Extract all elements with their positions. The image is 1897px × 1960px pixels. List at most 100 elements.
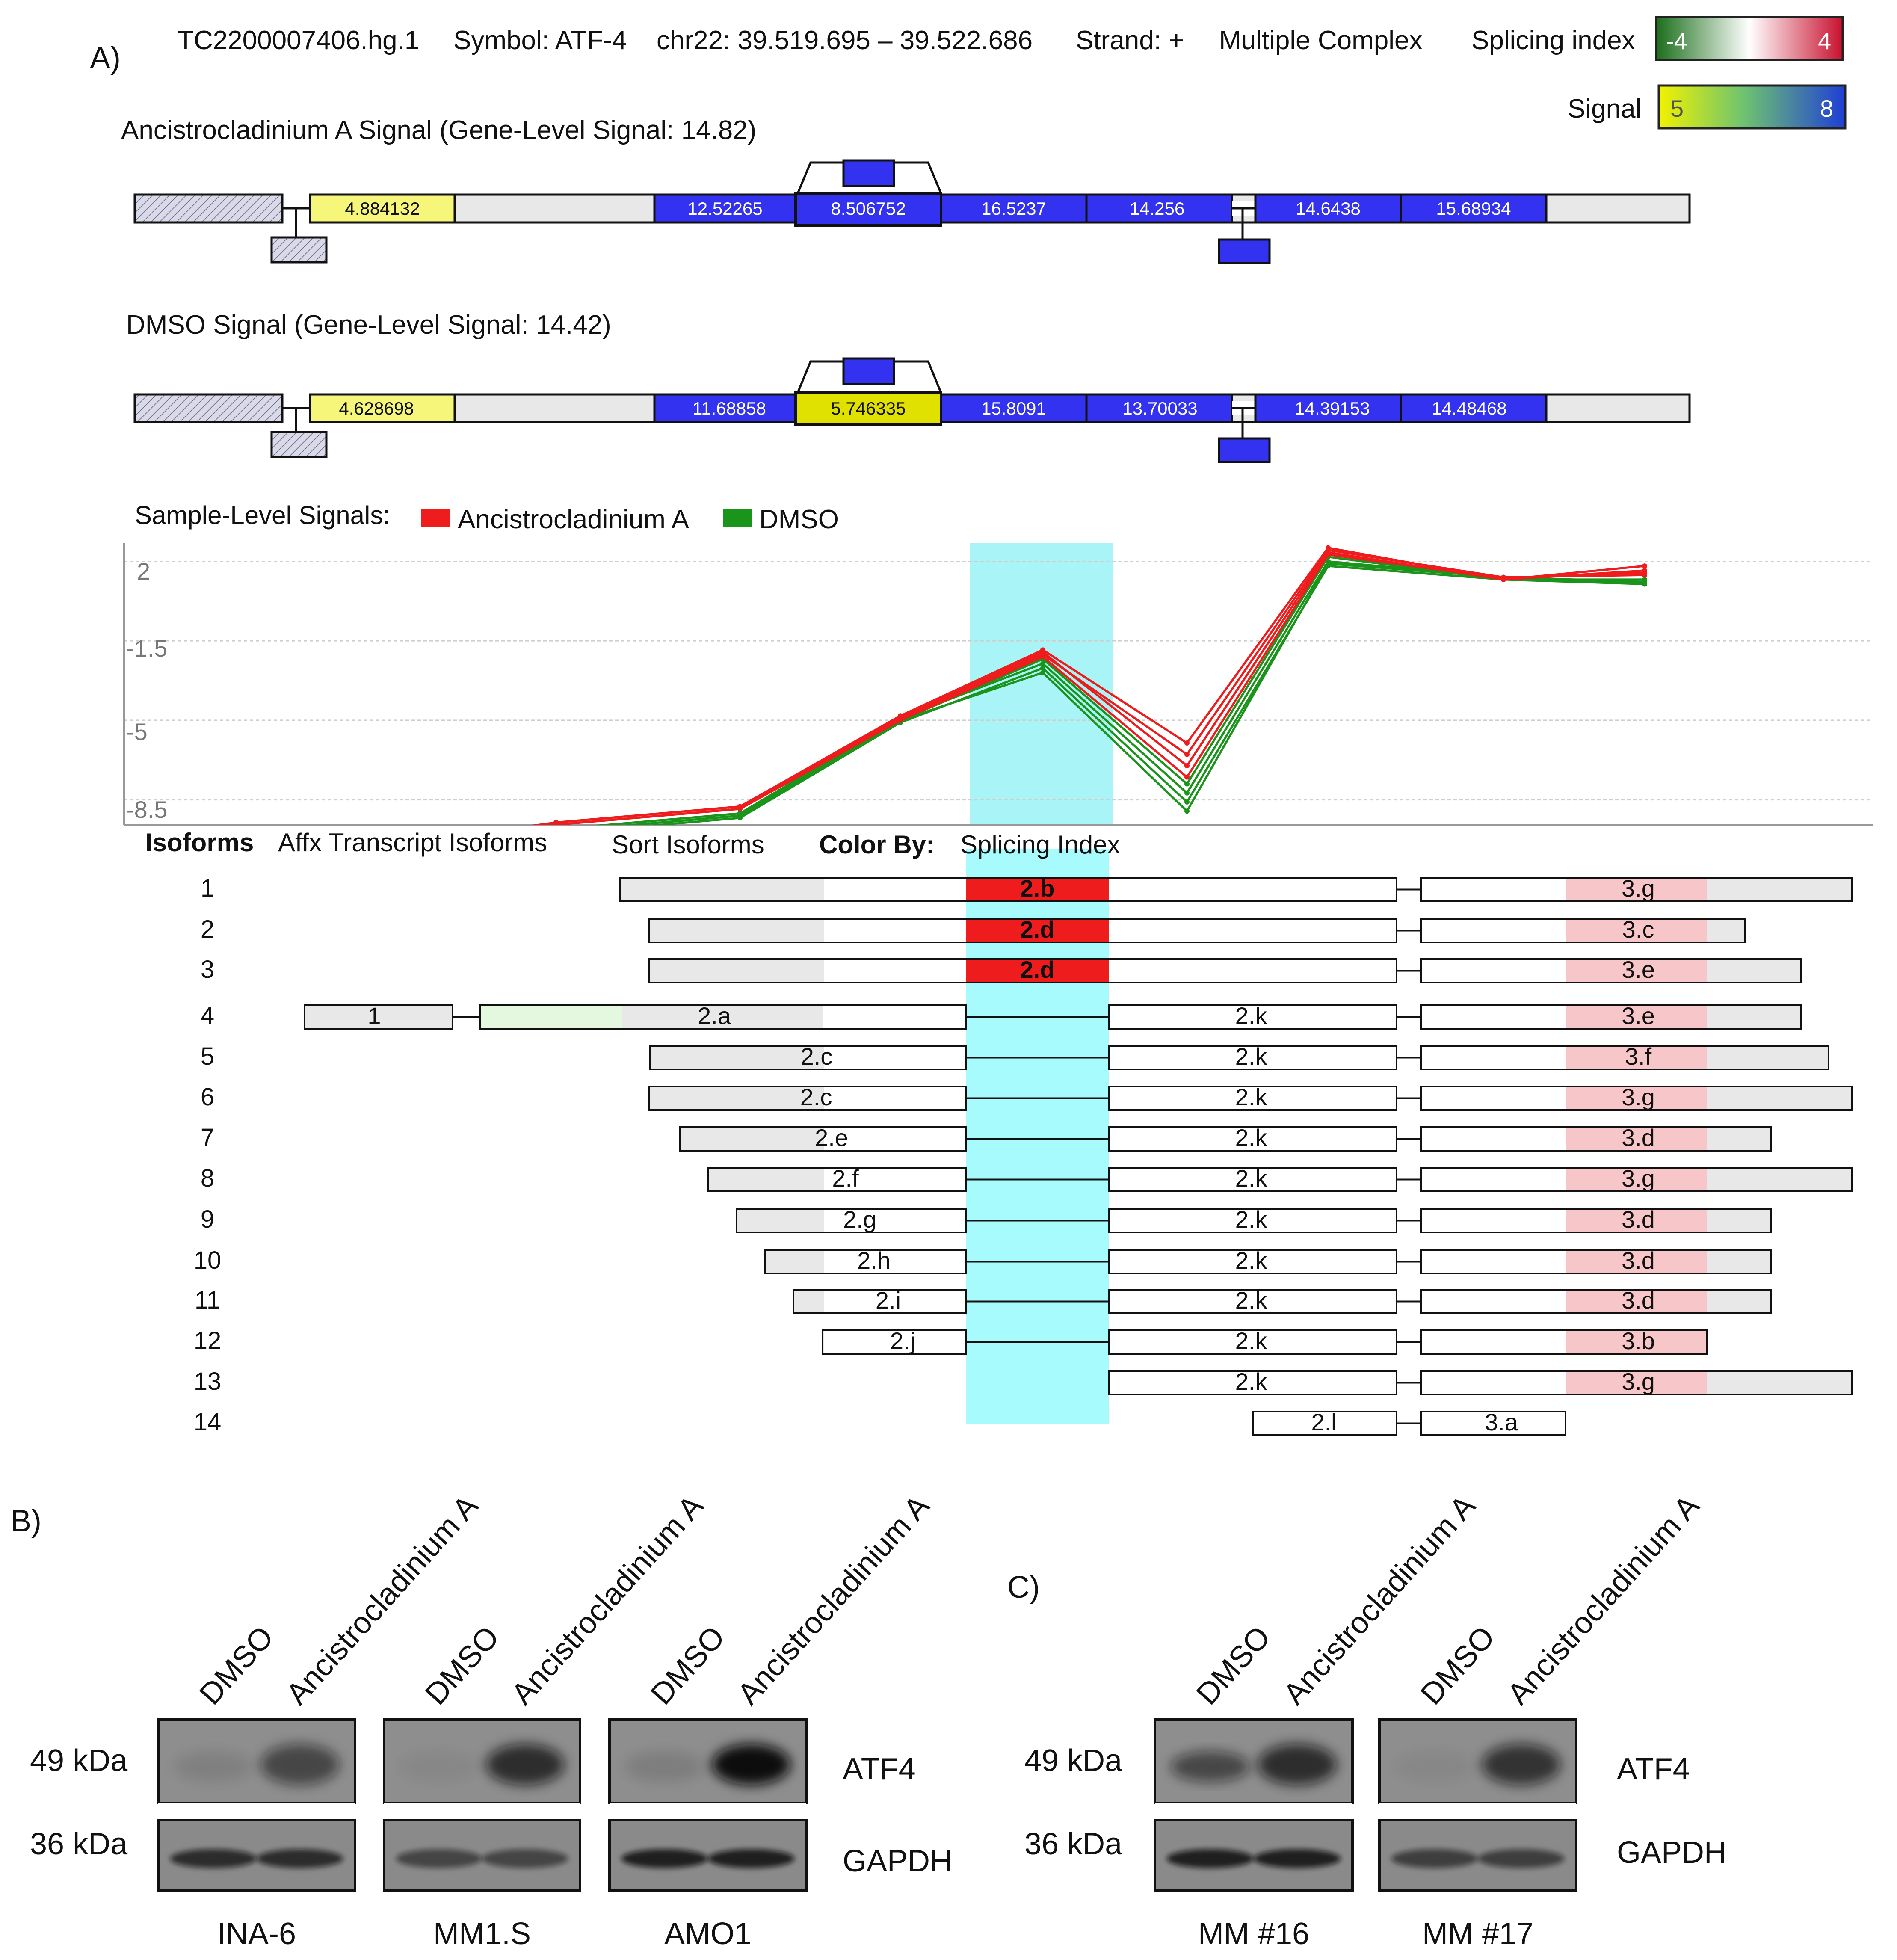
data-point xyxy=(1184,790,1190,796)
isoform-row[interactable]: 13 2.k 3.g xyxy=(194,1368,1853,1395)
exon-label: 2.l xyxy=(1311,1409,1336,1436)
splice-highlight xyxy=(1566,1251,1707,1273)
exon-6 xyxy=(1254,393,1402,423)
atf4-band-dmso xyxy=(400,1751,478,1782)
data-point xyxy=(1040,661,1045,666)
protein-label-gapdh: GAPDH xyxy=(1617,1836,1726,1870)
atf4-band-dmso xyxy=(1170,1751,1250,1782)
atf4-band-dmso xyxy=(625,1751,704,1782)
exon-fill xyxy=(1707,1128,1770,1150)
exon-fill xyxy=(794,1291,824,1312)
exon-label: 3.d xyxy=(1622,1287,1655,1314)
isoform-number: 3 xyxy=(201,956,214,983)
isoform-row[interactable]: 2 2.d 3.c xyxy=(201,915,1746,943)
isoform-row[interactable]: 11 2.i 2.k 3.d xyxy=(195,1286,1772,1314)
data-point xyxy=(737,804,743,809)
exon-fill xyxy=(651,1047,824,1069)
separator xyxy=(610,1803,806,1820)
exon-label: 3.g xyxy=(1622,1084,1655,1110)
cell-line-label: MM #17 xyxy=(1422,1917,1533,1951)
isoform-row[interactable]: 1 2.b 3.g xyxy=(201,874,1853,902)
exon-label: 2.h xyxy=(857,1247,891,1274)
color-by-splicing-index[interactable]: Splicing Index xyxy=(960,830,1120,859)
exon-label: 2.k xyxy=(1235,1124,1268,1151)
isoform-list: 1 2.b 3.g 2 2.d 3.c 3 2.d 3.e 4 1 2.a 2.k 3.e 5 2.c 2.k 3… xyxy=(194,874,1853,1436)
exon-fill xyxy=(621,879,824,900)
gapdh-band-dmso xyxy=(621,1849,708,1868)
isoform-number: 7 xyxy=(201,1124,214,1152)
isoform-row[interactable]: 4 1 2.a 2.k 3.e xyxy=(201,1002,1802,1030)
splicing-index-colorbar xyxy=(1655,16,1844,61)
affx-transcript-isoforms[interactable]: Affx Transcript Isoforms xyxy=(278,828,547,857)
protein-label-atf4: ATF4 xyxy=(1617,1752,1690,1786)
panel-label-a: A) xyxy=(90,41,121,75)
highlight-band xyxy=(970,543,1113,825)
exon-outline xyxy=(1420,1289,1772,1314)
exon-label: 3.d xyxy=(1622,1206,1655,1233)
data-point xyxy=(553,829,559,834)
cell-line-label: INA-6 xyxy=(217,1917,296,1951)
chromosome-location: chr22: 39.519.695 – 39.522.686 xyxy=(657,26,1033,55)
exon-3 xyxy=(794,391,942,426)
exon-label: 3.g xyxy=(1622,875,1655,902)
data-point xyxy=(1184,774,1190,780)
isoform-row[interactable]: 9 2.g 2.k 3.d xyxy=(201,1205,1772,1233)
isoform-row[interactable]: 10 2.h 2.k 3.d xyxy=(194,1246,1772,1274)
isoform-row[interactable]: 5 2.c 2.k 3.f xyxy=(201,1042,1829,1070)
exon-fill xyxy=(681,1128,824,1150)
panel-label-b: B) xyxy=(11,1504,41,1538)
exon-fill xyxy=(1707,960,1800,982)
isoform-row[interactable]: 6 2.c 2.k 3.g xyxy=(201,1083,1853,1111)
isoform-row[interactable]: 8 2.f 2.k 3.g xyxy=(201,1164,1853,1192)
utr-exon xyxy=(133,393,284,423)
splice-highlight xyxy=(1566,1128,1707,1150)
data-point xyxy=(553,829,559,834)
isoform-row[interactable]: 3 2.d 3.e xyxy=(201,956,1802,983)
data-point xyxy=(553,820,559,825)
exon-fill xyxy=(737,1210,824,1232)
isoform-number: 11 xyxy=(195,1286,220,1314)
isoform-row[interactable]: 12 2.j 2.k 3.b xyxy=(194,1327,1708,1355)
exon-fill xyxy=(481,1006,622,1028)
exon-outline xyxy=(1420,918,1746,943)
data-point xyxy=(1326,545,1331,551)
exon-fill xyxy=(1707,1169,1851,1190)
isoform-number: 6 xyxy=(201,1083,214,1111)
exon-7 xyxy=(1400,193,1548,224)
exon-value: 5.746335 xyxy=(831,398,906,418)
gene-symbol: Symbol: ATF-4 xyxy=(453,26,627,55)
lane-label-drug: Ancistrocladinium A xyxy=(1501,1489,1706,1711)
exon-label: 2.k xyxy=(1235,1043,1268,1070)
legend-label-dmso: DMSO xyxy=(759,505,839,534)
splice-highlight xyxy=(966,960,1109,982)
isoform-row[interactable]: 14 2.l 3.a xyxy=(194,1408,1566,1436)
data-point xyxy=(1040,665,1045,671)
y-tick-label: 2 xyxy=(137,558,150,585)
exon-1 xyxy=(309,193,456,224)
atf4-band-drug xyxy=(260,1744,340,1785)
exon-fill xyxy=(1707,1372,1851,1394)
gapdh-band-dmso xyxy=(170,1849,257,1868)
series-group xyxy=(531,545,1647,834)
exon-3 xyxy=(794,192,942,227)
atf4-band-drug xyxy=(712,1744,791,1785)
exon-fill xyxy=(650,1087,824,1109)
exon-outline xyxy=(1420,1086,1853,1111)
splicing-max-label: 4 xyxy=(1818,27,1831,54)
isoform-row[interactable]: 7 2.e 2.k 3.d xyxy=(201,1124,1772,1152)
exon-value: 14.256 xyxy=(1130,198,1184,219)
sort-isoforms[interactable]: Sort Isoforms xyxy=(612,830,764,859)
exon-label: 2.e xyxy=(815,1124,848,1151)
exon-label: 2.k xyxy=(1235,1206,1268,1233)
splice-highlight xyxy=(1566,1047,1707,1069)
cell-line-label: MM #16 xyxy=(1198,1917,1309,1951)
exon-label: 1 xyxy=(367,1002,381,1029)
exon-alt-small xyxy=(1218,437,1271,463)
exon-value: 15.68934 xyxy=(1436,198,1511,219)
exon-fill xyxy=(1707,1251,1770,1273)
separator xyxy=(1379,1803,1576,1820)
splice-highlight xyxy=(1566,1210,1707,1232)
exon-label: 2.k xyxy=(1235,1165,1268,1192)
exon-fill xyxy=(1707,1087,1851,1109)
